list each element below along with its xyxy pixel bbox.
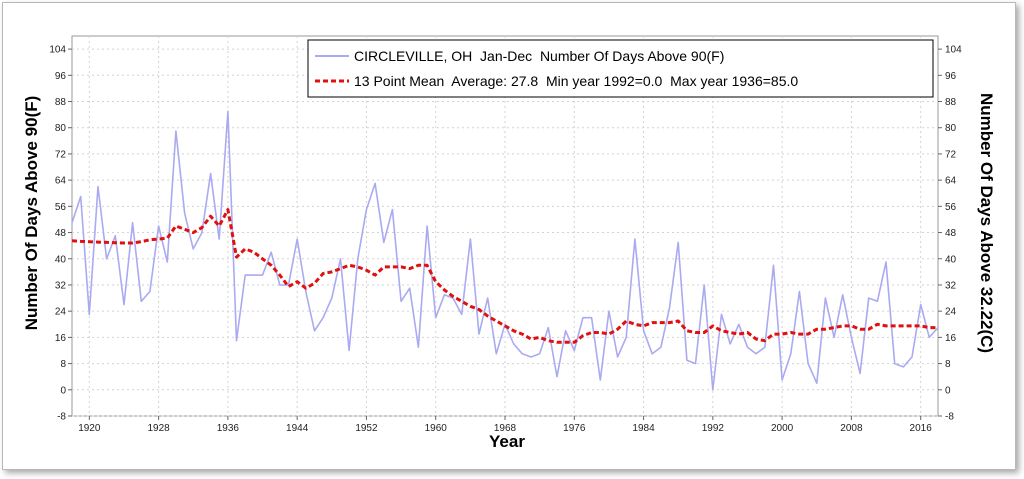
y-tick-label-left: 8	[60, 359, 66, 370]
x-tick-label: 1936	[217, 423, 240, 434]
x-tick-label: 1968	[494, 423, 517, 434]
y-tick-label-left: 32	[55, 280, 67, 291]
y-tick-label-right: 32	[945, 280, 957, 291]
x-tick-label: 1928	[147, 423, 170, 434]
y-tick-label-left: 56	[55, 202, 67, 213]
y-tick-label-left: -8	[57, 412, 66, 423]
x-tick-label: 2008	[840, 423, 863, 434]
y-tick-label-right: 24	[945, 307, 957, 318]
y-tick-label-left: 16	[55, 333, 67, 344]
y-tick-label-left: 96	[55, 71, 67, 82]
x-tick-label: 2016	[910, 423, 933, 434]
y-axis-title-right: Number Of Days Above 32.22(C)	[977, 93, 996, 353]
y-tick-label-left: 104	[49, 45, 66, 56]
chart-frame: -8 0 8 16 24 32 40 48 56 64 72 80 88 96 104 -8 0 8 16 24 32 4…	[2, 2, 1016, 470]
tick-labels: -8 0 8 16 24 32 40 48 56 64 72 80 88 96 104 -8 0 8 16 24 32 4…	[49, 45, 962, 434]
y-tick-label-right: 72	[945, 149, 957, 160]
legend-label-mean: 13 Point Mean Average: 27.8 Min year 199…	[354, 73, 798, 89]
y-axis-title-left: Number Of Days Above 90(F)	[22, 96, 41, 331]
y-tick-label-left: 40	[55, 254, 67, 265]
y-tick-label-left: 24	[55, 307, 67, 318]
legend: CIRCLEVILLE, OH Jan-Dec Number Of Days A…	[307, 39, 934, 98]
y-tick-label-left: 64	[55, 176, 67, 187]
y-tick-label-right: 56	[945, 202, 957, 213]
x-tick-label: 1944	[286, 423, 309, 434]
x-tick-label: 2000	[771, 423, 794, 434]
legend-box	[307, 39, 934, 98]
x-tick-label: 1960	[425, 423, 448, 434]
y-tick-label-right: 48	[945, 228, 957, 239]
y-tick-label-left: 80	[55, 123, 67, 134]
x-tick-label: 1920	[78, 423, 101, 434]
x-tick-label: 1976	[563, 423, 586, 434]
y-tick-label-left: 88	[55, 97, 67, 108]
y-tick-label-left: 0	[60, 385, 66, 396]
y-tick-label-right: 80	[945, 123, 957, 134]
x-tick-label: 1952	[355, 423, 378, 434]
y-tick-label-left: 48	[55, 228, 67, 239]
series-lines	[71, 110, 939, 391]
x-axis-title: Year	[489, 432, 525, 451]
y-tick-label-right: 64	[945, 176, 957, 187]
y-tick-label-right: 16	[945, 333, 957, 344]
y-tick-label-right: 96	[945, 71, 957, 82]
y-tick-label-right: -8	[945, 412, 954, 423]
y-tick-label-right: 104	[945, 45, 962, 56]
y-tick-label-right: 0	[945, 385, 951, 396]
y-tick-label-right: 40	[945, 254, 957, 265]
y-tick-label-left: 72	[55, 149, 67, 160]
x-tick-label: 1984	[632, 423, 655, 434]
y-tick-label-right: 88	[945, 97, 957, 108]
y-tick-label-right: 8	[945, 359, 951, 370]
x-tick-label: 1992	[702, 423, 725, 434]
series-line-13-point-mean	[71, 208, 938, 344]
line-chart: -8 0 8 16 24 32 40 48 56 64 72 80 88 96 104 -8 0 8 16 24 32 4…	[22, 35, 996, 451]
legend-label-observed: CIRCLEVILLE, OH Jan-Dec Number Of Days A…	[354, 48, 724, 64]
